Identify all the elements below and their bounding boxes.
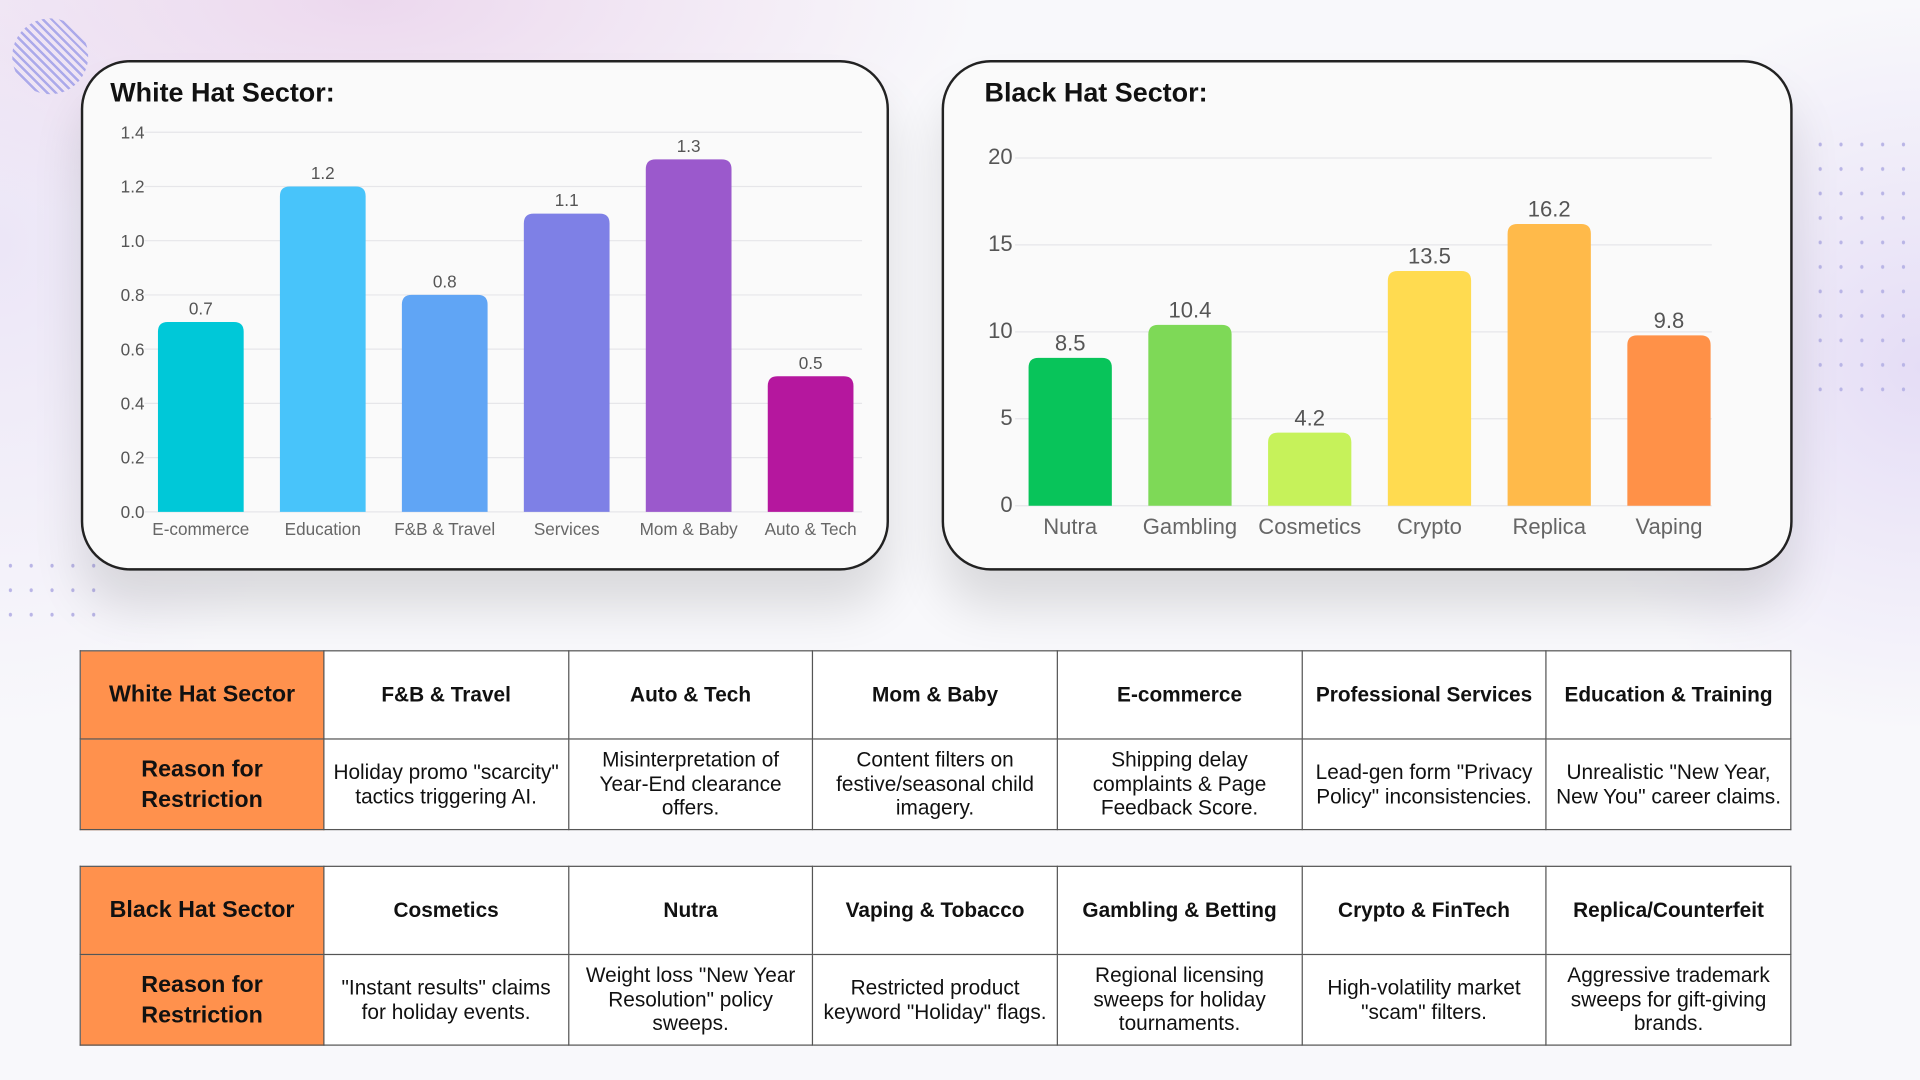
bar (767, 376, 854, 512)
category-label: Replica (1512, 514, 1586, 539)
category-label: Gambling (1143, 514, 1237, 539)
bar (1268, 432, 1352, 506)
black-hat-table: Black Hat Sector Cosmetics Nutra Vaping & T… (79, 865, 1792, 1046)
decorative-dots (1809, 132, 1908, 396)
reason-cell: "Instant results" claims for holiday eve… (323, 953, 569, 1046)
chart-title: White Hat Sector: (110, 77, 335, 108)
y-tick-label: 20 (988, 144, 1013, 169)
y-tick-label: 1.4 (121, 122, 145, 142)
y-tick-label: 15 (988, 231, 1013, 256)
reason-row: Reason for Restriction Holiday promo "sca… (79, 738, 1792, 831)
y-tick-label: 0 (1000, 492, 1012, 517)
bar (279, 186, 366, 512)
category-label: Auto & Tech (765, 519, 857, 539)
data-label: 8.5 (1055, 331, 1086, 356)
sector-cell: Gambling & Betting (1056, 865, 1303, 956)
sector-cell: F&B & Travel (323, 650, 569, 740)
bar (1028, 357, 1112, 506)
reason-cell: Restricted product keyword "Holiday" fla… (812, 953, 1058, 1046)
bar (401, 294, 488, 512)
sector-cell: Cosmetics (323, 865, 569, 956)
reason-cell: Shipping delay complaints & Page Feedbac… (1056, 738, 1303, 831)
white-hat-table: White Hat Sector F&B & Travel Auto & Tech M… (79, 650, 1792, 831)
reason-cell: Unrealistic "New Year, New You" career c… (1545, 738, 1792, 831)
data-label: 16.2 (1528, 197, 1571, 222)
reason-row: Reason for Restriction "Instant results" … (79, 953, 1792, 1046)
reason-label: Reason for Restriction (79, 953, 325, 1046)
bar (1387, 270, 1472, 506)
data-label: 1.1 (555, 190, 579, 210)
table-header: Black Hat Sector (79, 865, 325, 956)
category-label: Services (534, 519, 600, 539)
sector-row: White Hat Sector F&B & Travel Auto & Tech M… (79, 650, 1792, 740)
bar (1627, 335, 1711, 506)
data-label: 0.7 (189, 299, 213, 319)
white-hat-chart-card: White Hat Sector: 0.0 0.2 0.4 0.6 0.8 1.0 1.2 1… (80, 60, 889, 571)
sector-cell: Mom & Baby (812, 650, 1058, 740)
decorative-dots (0, 553, 98, 618)
y-tick-label: 0.0 (121, 502, 145, 522)
sector-cell: Replica/Counterfeit (1545, 865, 1792, 956)
chart-title: Black Hat Sector: (984, 77, 1208, 108)
y-tick-label: 0.8 (121, 285, 145, 305)
data-label: 1.2 (311, 163, 335, 183)
data-label: 13.5 (1408, 244, 1451, 269)
sector-cell: Crypto & FinTech (1301, 865, 1547, 956)
y-tick-label: 0.4 (121, 394, 145, 414)
decorative-circle (12, 18, 89, 95)
category-label: Cosmetics (1258, 514, 1361, 539)
y-tick-label: 10 (988, 318, 1013, 343)
sector-cell: Auto & Tech (567, 650, 814, 740)
category-label: Crypto (1397, 514, 1462, 539)
reason-cell: High-volatility market "scam" filters. (1301, 953, 1547, 1046)
y-tick-label: 1.2 (121, 177, 145, 197)
category-label: Nutra (1043, 514, 1098, 539)
bar (1507, 224, 1591, 506)
white-hat-bar-chart: 0.0 0.2 0.4 0.6 0.8 1.0 1.2 1.4 0.7 E-commerce 1.2… (121, 122, 863, 539)
reason-cell: Aggressive trademark sweeps for gift-giv… (1545, 953, 1792, 1046)
data-label: 1.3 (677, 136, 701, 156)
reason-cell: Holiday promo "scarcity" tactics trigger… (323, 738, 569, 831)
bar (157, 322, 244, 512)
sector-row: Black Hat Sector Cosmetics Nutra Vaping & T… (79, 865, 1792, 956)
data-label: 0.5 (799, 353, 823, 373)
category-label: Vaping (1635, 514, 1702, 539)
reason-cell: Content filters on festive/seasonal chil… (812, 738, 1058, 831)
table-header: White Hat Sector (79, 650, 325, 740)
black-hat-chart-card: Black Hat Sector: 0 5 10 15 20 8.5 Nutra 10.4 Ga… (941, 60, 1793, 571)
data-label: 9.8 (1654, 308, 1685, 333)
category-label: E-commerce (152, 519, 249, 539)
sector-cell: E-commerce (1056, 650, 1303, 740)
bar (523, 213, 610, 512)
black-hat-bar-chart: 0 5 10 15 20 8.5 Nutra 10.4 Gambling 4.2 Cosmetics… (988, 144, 1712, 539)
bar (1148, 324, 1232, 506)
data-label: 4.2 (1294, 405, 1325, 430)
reason-cell: Lead-gen form "Privacy Policy" inconsist… (1301, 738, 1547, 831)
sector-cell: Nutra (567, 865, 814, 956)
y-tick-label: 0.6 (121, 339, 145, 359)
sector-cell: Professional Services (1301, 650, 1547, 740)
y-tick-label: 0.2 (121, 448, 145, 468)
y-tick-label: 5 (1000, 405, 1012, 430)
reason-cell: Misinterpretation of Year-End clearance … (567, 738, 814, 831)
reason-cell: Regional licensing sweeps for holiday to… (1056, 953, 1303, 1046)
reason-label: Reason for Restriction (79, 738, 325, 831)
data-label: 10.4 (1169, 298, 1212, 323)
category-label: F&B & Travel (394, 519, 495, 539)
sector-cell: Vaping & Tobacco (812, 865, 1058, 956)
reason-cell: Weight loss "New Year Resolution" policy… (567, 953, 814, 1046)
category-label: Education (285, 519, 361, 539)
sector-cell: Education & Training (1545, 650, 1792, 740)
category-label: Mom & Baby (640, 519, 738, 539)
data-label: 0.8 (433, 272, 457, 292)
bar (645, 159, 732, 512)
y-tick-label: 1.0 (121, 231, 145, 251)
